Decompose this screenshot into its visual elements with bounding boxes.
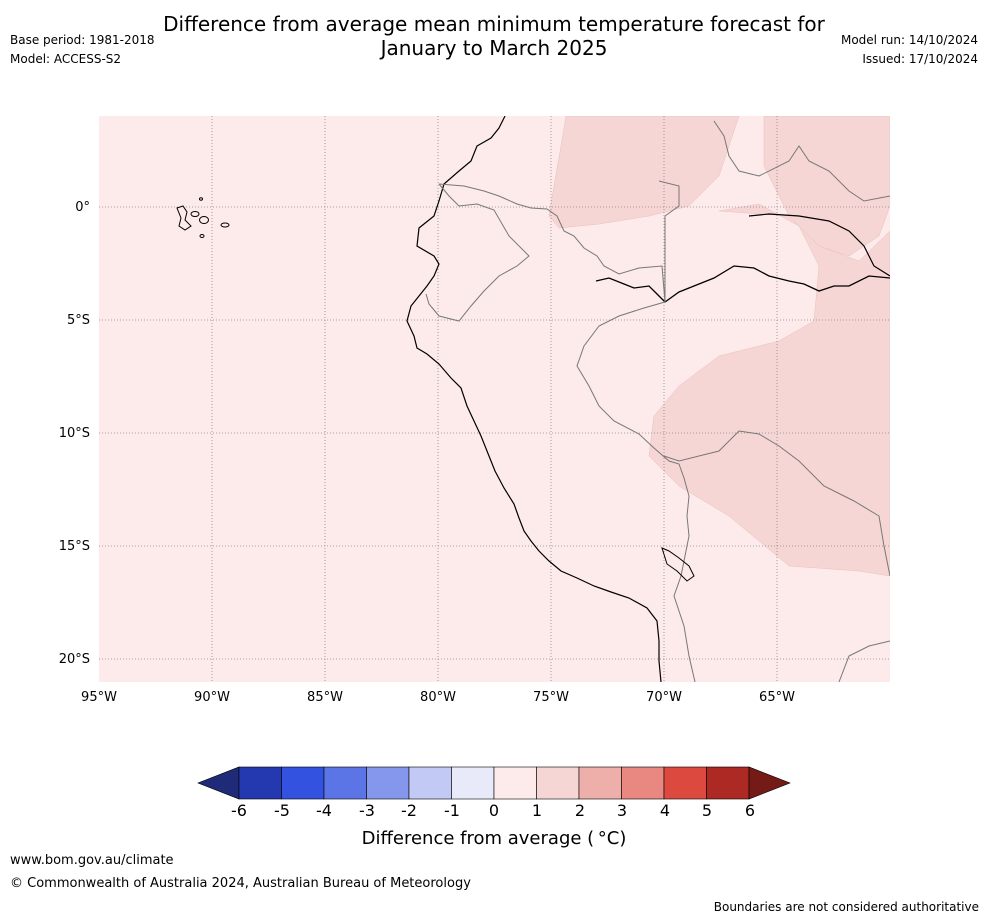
title-line-2: January to March 2025 [380, 36, 608, 60]
colorbar-tick: 6 [744, 801, 756, 820]
border-ecuador [425, 183, 530, 322]
colorbar-cell [706, 766, 750, 800]
lon-label-65w: 65°W [759, 690, 795, 705]
island-san-cristobal [220, 222, 230, 228]
bom-url: www.bom.gov.au/climate [10, 853, 174, 868]
base-period: Base period: 1981-2018 [10, 33, 155, 47]
island-santa-cruz [199, 216, 209, 224]
border-venezuela [713, 120, 890, 202]
island-santiago [190, 211, 200, 217]
lon-label-90w: 90°W [194, 690, 230, 705]
rio-negro [748, 213, 890, 277]
forecast-map [99, 116, 890, 682]
country-borders [425, 120, 890, 682]
colorbar-tick: 0 [488, 801, 500, 820]
colorbar-arrow-low [197, 766, 240, 800]
lat-label-20s: 20°S [58, 652, 90, 667]
amazon-river [595, 265, 890, 303]
colorbar-cell [238, 766, 282, 800]
graticule [99, 116, 890, 682]
colorbar-label: Difference from average ( °C) [361, 828, 627, 849]
lat-label-15s: 15°S [58, 539, 90, 554]
lat-label-5s: 5°S [66, 313, 90, 328]
lon-label-80w: 80°W [420, 690, 456, 705]
colorbar-tick: -3 [359, 801, 375, 820]
colorbar-cell [663, 766, 707, 800]
border-paraguay [838, 640, 890, 682]
colorbar-cell [621, 766, 665, 800]
colorbar-tick: 5 [701, 801, 713, 820]
lat-label-0: 0° [75, 200, 90, 215]
island-pinta [199, 197, 203, 201]
lake-titicaca [661, 547, 695, 582]
colorbar-tick: -4 [316, 801, 332, 820]
colorbar-tick: -2 [401, 801, 417, 820]
colorbar-tick: 1 [531, 801, 543, 820]
model-run: Model run: 14/10/2024 [840, 33, 978, 47]
colorbar-cell [493, 766, 537, 800]
colorbar-tick: 3 [616, 801, 628, 820]
colorbar-cell [536, 766, 580, 800]
colorbar-tick: -5 [274, 801, 290, 820]
colorbar-cell [451, 766, 495, 800]
issued-date: Issued: 17/10/2024 [862, 52, 978, 66]
island-floreana [199, 234, 205, 238]
border-peru [438, 183, 696, 682]
colorbar-tick: 4 [659, 801, 671, 820]
colorbar-arrow-high [748, 766, 791, 800]
disclaimer: Boundaries are not considered authoritat… [713, 900, 979, 914]
colorbar-tick: 2 [574, 801, 586, 820]
colorbar-tick: -1 [444, 801, 460, 820]
model-name: Model: ACCESS-S2 [10, 52, 122, 66]
colorbar-cell [366, 766, 410, 800]
chart-title: Difference from average mean minimum tem… [0, 12, 988, 60]
copyright: © Commonwealth of Australia 2024, Austra… [10, 876, 471, 891]
lat-label-10s: 10°S [58, 426, 90, 441]
lon-label-85w: 85°W [307, 690, 343, 705]
colorbar-cell [323, 766, 367, 800]
colorbar-cell [408, 766, 452, 800]
colorbar-tick: -6 [231, 801, 247, 820]
border-colombia-venezuela [658, 180, 680, 217]
colorbar-cell [578, 766, 622, 800]
warm-region-north [548, 116, 740, 229]
colorbar-cell [281, 766, 325, 800]
island-isabela [176, 205, 192, 231]
title-line-1: Difference from average mean minimum tem… [163, 12, 825, 36]
coastline [406, 116, 662, 682]
galapagos-islands [176, 197, 230, 238]
lon-label-75w: 75°W [533, 690, 569, 705]
border-bolivia [663, 430, 890, 577]
colorbar [197, 766, 791, 800]
lon-label-70w: 70°W [646, 690, 682, 705]
lon-label-95w: 95°W [81, 690, 117, 705]
